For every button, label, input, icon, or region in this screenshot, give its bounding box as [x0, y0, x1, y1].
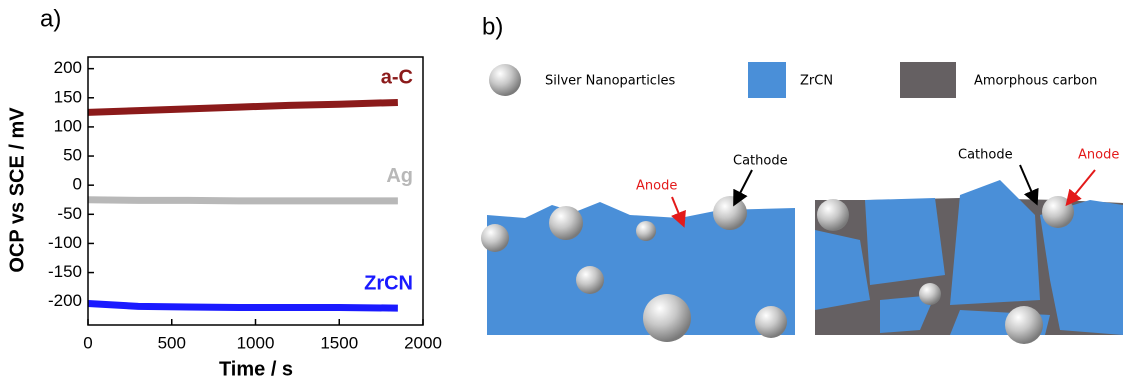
y-tick-label: -50 — [57, 204, 82, 223]
left-scheme: Anode Cathode — [481, 154, 795, 343]
x-tick-label: 1000 — [237, 333, 275, 352]
y-tick-label: 200 — [54, 58, 82, 77]
cathode-label: Cathode — [733, 154, 788, 169]
series-label: Ag — [386, 165, 413, 187]
x-axis-title: Time / s — [219, 358, 293, 380]
legend-label: ZrCN — [800, 74, 833, 89]
cathode-label: Cathode — [958, 148, 1013, 163]
legend-label: Silver Nanoparticles — [545, 74, 676, 89]
series-label: a-C — [381, 67, 413, 89]
y-tick-label: -100 — [48, 233, 82, 252]
series-label: ZrCN — [364, 272, 413, 294]
y-axis-title: OCP vs SCE / mV — [6, 107, 28, 273]
panel-label: b) — [482, 13, 503, 40]
y-tick-label: 50 — [63, 146, 82, 165]
anode-label: Anode — [636, 179, 677, 194]
x-tick-label: 0 — [83, 333, 92, 352]
y-tick-label: 150 — [54, 87, 82, 106]
y-tick-label: -200 — [48, 291, 82, 310]
x-tick-label: 500 — [158, 333, 186, 352]
y-tick-label: 0 — [73, 175, 82, 194]
right-scheme: Cathode Anode — [815, 148, 1123, 345]
y-tick-label: -150 — [48, 262, 82, 281]
anode-label: Anode — [1078, 148, 1119, 163]
series-line — [88, 102, 398, 112]
x-tick-label: 2000 — [404, 333, 442, 352]
y-tick-label: 100 — [54, 116, 82, 135]
x-tick-label: 1500 — [320, 333, 358, 352]
legend-label: Amorphous carbon — [974, 74, 1097, 89]
legend-swatch — [900, 62, 956, 98]
panel-label: a) — [40, 5, 61, 32]
series-line — [88, 200, 398, 201]
figure: a) Time / s OCP vs SCE / mV -200 -150 -100… — [0, 0, 1123, 382]
legend-swatch — [748, 62, 786, 98]
series-line — [88, 303, 398, 308]
legend-swatch — [489, 64, 521, 96]
